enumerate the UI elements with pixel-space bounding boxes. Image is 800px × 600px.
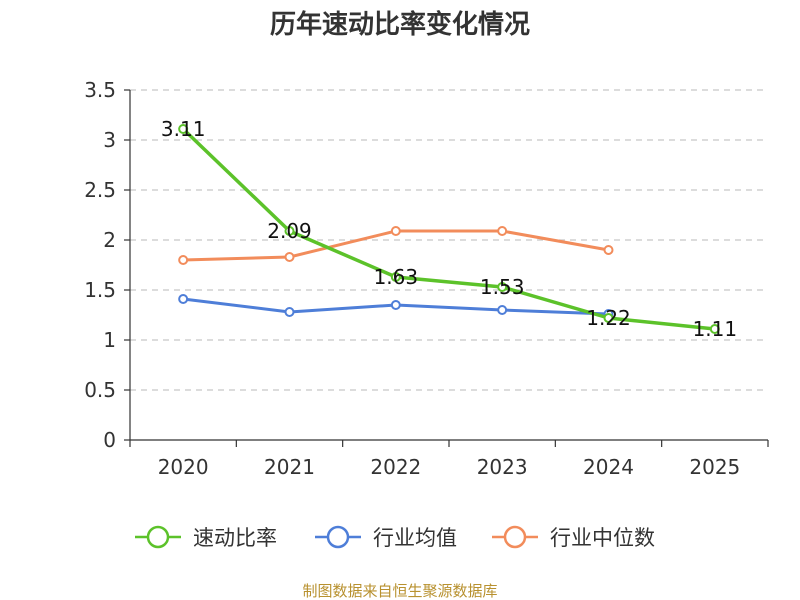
- x-tick-label: 2020: [158, 455, 209, 479]
- y-tick-label: 3.5: [84, 78, 116, 102]
- legend-label: 速动比率: [193, 526, 277, 550]
- y-tick-label: 1.5: [84, 278, 116, 302]
- data-labels: 3.11 2.09 1.63 1.53 1.22 1.11: [161, 117, 737, 341]
- x-tick-label: 2023: [477, 455, 528, 479]
- x-tick-label: 2025: [689, 455, 740, 479]
- x-tick-label: 2022: [370, 455, 421, 479]
- x-tick-label: 2021: [264, 455, 315, 479]
- y-tick-label: 2: [103, 228, 116, 252]
- data-point: [603, 313, 614, 323]
- source-note: 制图数据来自恒生聚源数据库: [302, 582, 497, 600]
- chart-title: 历年速动比率变化情况: [270, 9, 530, 40]
- legend-item-industry-mean[interactable]: 行业均值: [315, 525, 457, 550]
- series-line-quick-ratio: [181, 127, 716, 331]
- data-point: [603, 245, 614, 255]
- data-label: 1.63: [374, 265, 419, 289]
- data-point: [284, 226, 295, 236]
- legend-label: 行业中位数: [550, 526, 655, 550]
- data-point: [284, 252, 295, 262]
- legend-label: 行业均值: [373, 526, 457, 550]
- data-label: 1.22: [586, 306, 631, 330]
- legend-marker-icon: [503, 525, 527, 549]
- data-point: [178, 294, 189, 304]
- data-point: [709, 324, 720, 334]
- grid-lines: [130, 89, 768, 391]
- series-group: [178, 124, 720, 334]
- y-tick-label: 0: [103, 428, 116, 452]
- y-tick-label: 3: [103, 128, 116, 152]
- axes: 0 0.5 1 1.5 2 2.5 3 3.5 2020 2021 2022 2023 2024 2025: [84, 78, 769, 479]
- legend[interactable]: 速动比率 行业均值 行业中位数: [135, 525, 655, 550]
- data-point: [497, 226, 508, 236]
- data-point: [178, 255, 189, 265]
- data-label: 2.09: [267, 219, 312, 243]
- data-point: [390, 226, 401, 236]
- legend-item-quick-ratio[interactable]: 速动比率: [135, 525, 277, 550]
- data-point: [284, 307, 295, 317]
- data-point: [497, 305, 508, 315]
- legend-marker-icon: [326, 525, 350, 549]
- data-point: [390, 272, 401, 282]
- y-tick-label: 0.5: [84, 378, 116, 402]
- y-tick-label: 1: [103, 328, 116, 352]
- legend-marker-icon: [146, 525, 170, 549]
- data-point: [178, 124, 189, 134]
- data-point: [497, 282, 508, 292]
- x-tick-label: 2024: [583, 455, 634, 479]
- data-label: 3.11: [161, 117, 206, 141]
- data-label: 1.11: [693, 317, 738, 341]
- data-point: [390, 300, 401, 310]
- legend-item-industry-median[interactable]: 行业中位数: [492, 525, 655, 550]
- data-label: 1.53: [480, 275, 525, 299]
- y-tick-label: 2.5: [84, 178, 116, 202]
